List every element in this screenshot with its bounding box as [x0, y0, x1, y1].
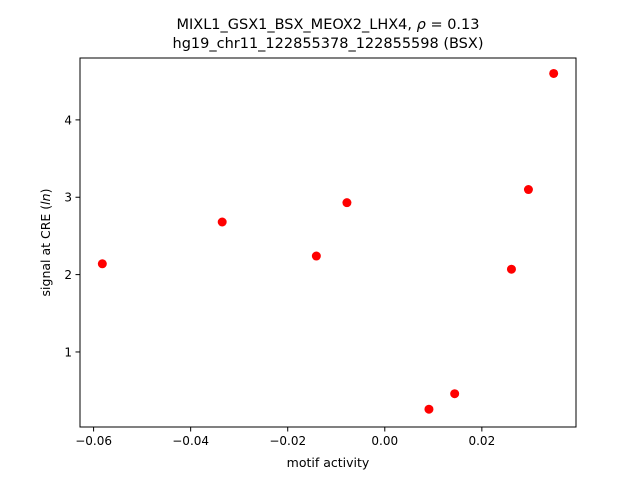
x-tick-label: 0.00 — [371, 434, 398, 448]
y-tick-label: 2 — [64, 268, 72, 282]
data-points — [97, 68, 559, 414]
scatter-point — [311, 251, 321, 261]
chart-title-line1: MIXL1_GSX1_BSX_MEOX2_LHX4, ρ = 0.13 — [176, 17, 479, 33]
scatter-point — [97, 259, 107, 269]
axes-frame — [79, 57, 577, 428]
y-tick-label: 1 — [64, 345, 72, 359]
x-tick-label: −0.04 — [172, 434, 209, 448]
scatter-point — [424, 404, 434, 414]
x-tick-label: −0.02 — [269, 434, 306, 448]
axis-ticks: −0.06 −0.04 −0.02 0.00 0.02 1 2 3 4 — [64, 113, 495, 448]
scatter-point — [342, 198, 352, 208]
chart-title-line2: hg19_chr11_122855378_122855598 (BSX) — [173, 36, 484, 52]
y-tick-label: 4 — [64, 113, 72, 127]
scatter-point — [217, 217, 227, 227]
y-tick-label: 3 — [64, 191, 72, 205]
x-tick-label: −0.06 — [75, 434, 112, 448]
x-tick-label: 0.02 — [468, 434, 495, 448]
y-axis-label: signal at CRE (ln) — [38, 189, 53, 297]
scatter-point — [450, 389, 460, 399]
scatter-point — [523, 185, 533, 195]
x-axis-label: motif activity — [287, 455, 370, 470]
scatter-point — [506, 264, 516, 274]
scatter-point — [549, 68, 559, 78]
